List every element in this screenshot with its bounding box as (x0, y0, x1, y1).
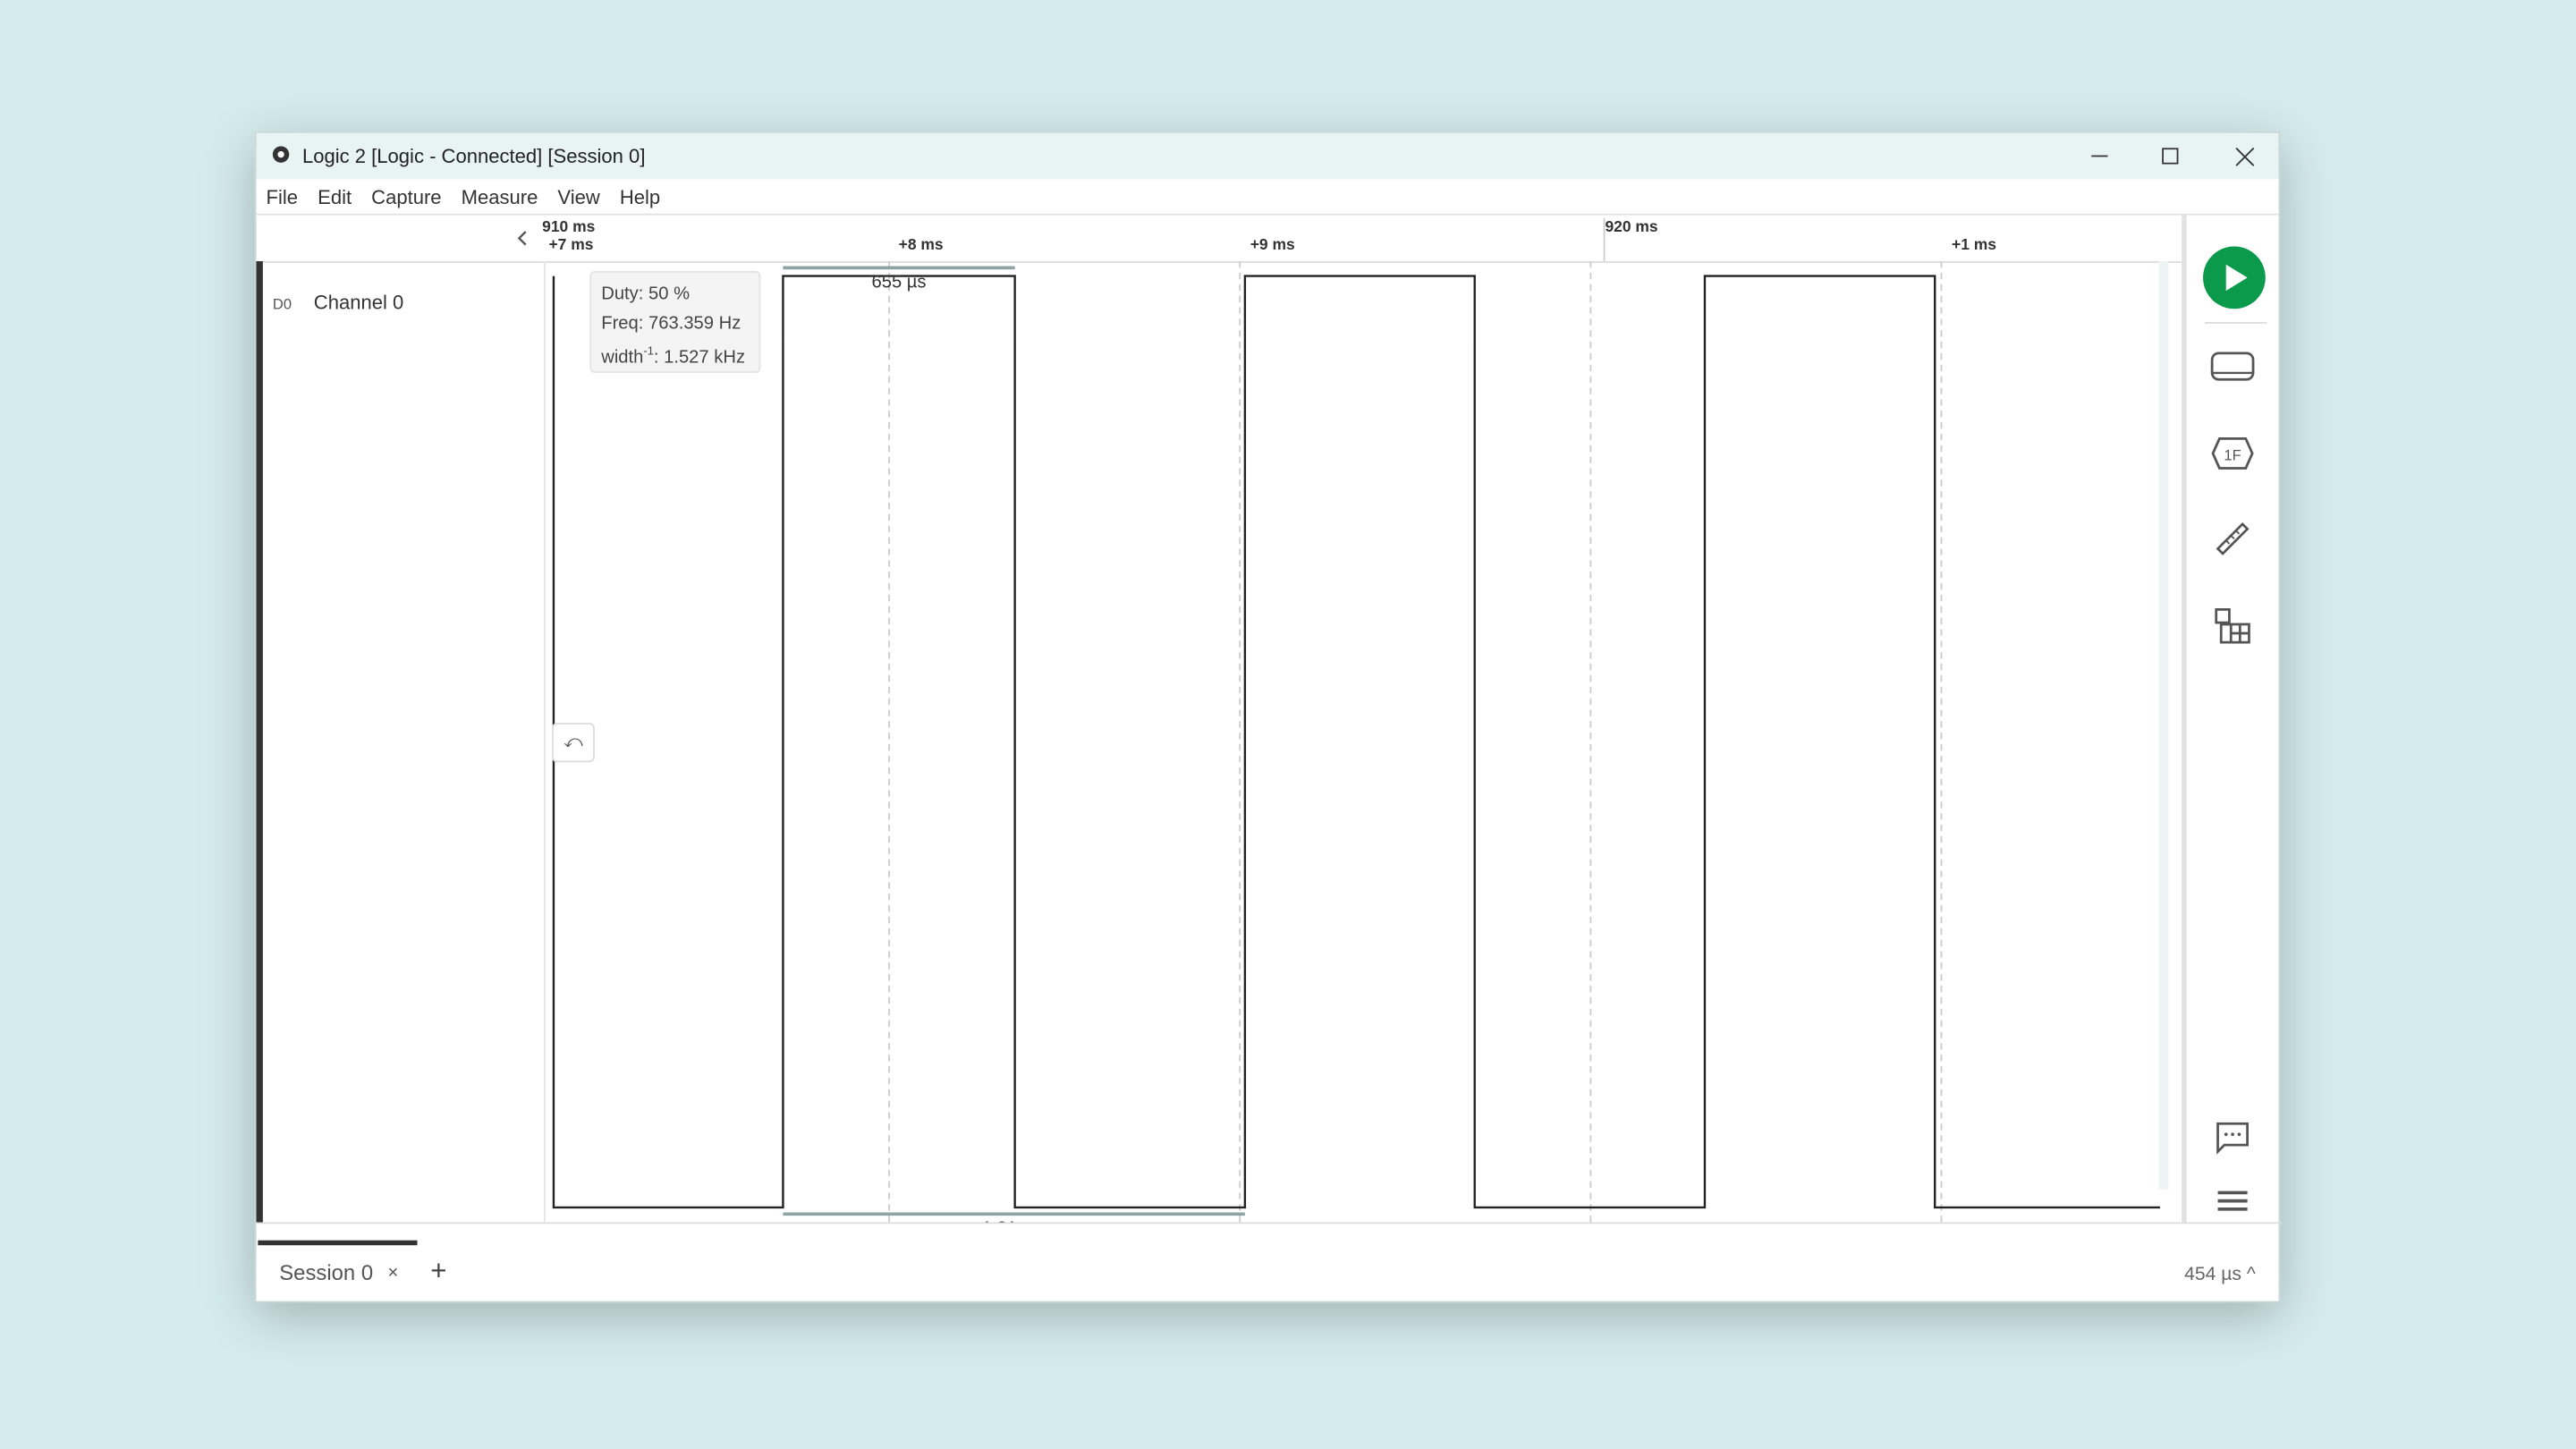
inverse-width-value: width-1: 1.527 kHz (601, 346, 746, 368)
duty-value: Duty: 50 % (601, 284, 691, 304)
ruler-major-label: 920 ms (1605, 218, 1658, 237)
channel-panel: D0 Channel 0 (256, 261, 544, 1223)
ruler-tick: +9 ms (1250, 236, 1295, 255)
freq-value: Freq: 763.359 Hz (601, 312, 741, 333)
layout-grid-icon[interactable] (2209, 603, 2255, 648)
add-tab-button[interactable]: + (430, 1255, 447, 1287)
ruler-tick: +8 ms (898, 236, 944, 255)
window-title: Logic 2 [Logic - Connected] [Session 0] (301, 144, 646, 168)
timing-status[interactable]: 454 µs ^ (2184, 1265, 2256, 1285)
channel-color-bar (256, 261, 263, 1223)
vertical-scrollbar[interactable] (2158, 261, 2169, 1190)
maximize-button[interactable] (2146, 140, 2195, 173)
menu-help[interactable]: Help (619, 184, 661, 208)
app-logo-icon (272, 146, 290, 163)
trigger-edge-icon[interactable]: ⤺ (552, 723, 595, 763)
waveform-area[interactable]: 655 µs 1.31 ms (543, 261, 2172, 1223)
period-label: 1.31 ms (982, 1218, 1046, 1222)
app-window: Logic 2 [Logic - Connected] [Session 0] … (254, 131, 2283, 1303)
play-icon[interactable] (2201, 245, 2267, 310)
chevron-left-icon[interactable] (516, 230, 530, 246)
extensions-hex-icon[interactable]: 1F (2209, 430, 2255, 476)
menu-edit[interactable]: Edit (318, 184, 352, 208)
svg-text:1F: 1F (2224, 446, 2241, 463)
channel-id: D0 (272, 295, 292, 312)
menu-measure[interactable]: Measure (461, 184, 538, 208)
right-sidebar: 1F (2182, 215, 2287, 1225)
channel-name[interactable]: Channel 0 (313, 291, 404, 314)
menu-file[interactable]: File (266, 184, 299, 208)
ruler-tick: +7 ms (548, 236, 594, 255)
tab-session-0[interactable]: Session 0 (279, 1259, 374, 1285)
ruler-major-label: 910 ms (542, 218, 596, 237)
menu-view[interactable]: View (557, 184, 600, 208)
close-button[interactable] (2219, 140, 2268, 173)
comment-icon[interactable] (2209, 1115, 2255, 1161)
measurement-tooltip: Duty: 50 % Freq: 763.359 Hz width-1: 1.5… (589, 271, 761, 373)
title-bar: Logic 2 [Logic - Connected] [Session 0] (256, 132, 2279, 180)
signal-trace (552, 275, 2160, 1209)
time-ruler[interactable]: 910 ms +7 ms +8 ms +9 ms 920 ms +1 ms (256, 216, 2182, 263)
measure-ruler-icon[interactable] (2209, 516, 2255, 562)
minimize-button[interactable] (2075, 140, 2124, 173)
pulse-width-label: 655 µs (872, 272, 927, 292)
ruler-tick: +1 ms (1951, 236, 1996, 255)
active-tab-indicator (258, 1240, 418, 1246)
session-tab-bar: Session 0 × + 454 µs ^ (256, 1222, 2283, 1307)
analyzers-icon[interactable] (2209, 343, 2255, 389)
menu-capture[interactable]: Capture (371, 184, 442, 208)
close-tab-icon[interactable]: × (387, 1263, 399, 1284)
menu-icon[interactable] (2209, 1180, 2255, 1225)
menu-bar: File Edit Capture Measure View Help (256, 179, 2279, 216)
